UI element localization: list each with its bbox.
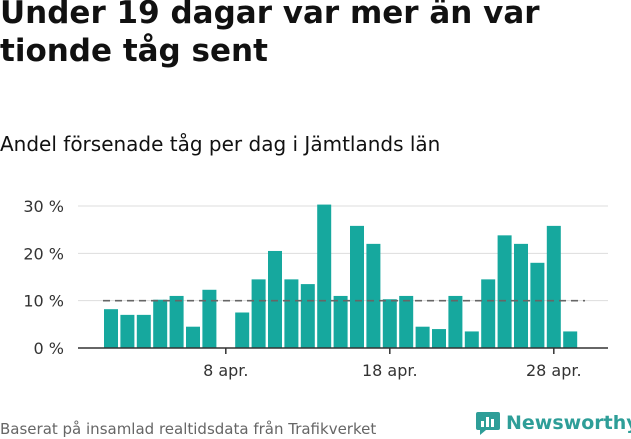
bar-chart: 0 % 10 % 20 % 30 % 8 apr. 18 apr. 28 apr. xyxy=(23,197,608,380)
bar xyxy=(530,262,545,348)
bar xyxy=(153,299,168,348)
bar xyxy=(202,289,217,348)
y-tick-label: 10 % xyxy=(23,292,64,311)
bars xyxy=(104,204,578,348)
bar xyxy=(317,204,332,348)
x-tick-label: 28 apr. xyxy=(526,361,582,380)
bar xyxy=(350,225,364,348)
y-tick-label: 30 % xyxy=(23,197,64,216)
bar xyxy=(186,326,200,348)
bar xyxy=(432,329,446,348)
chart-title: Under 19 dagar var mer än var tionde tåg… xyxy=(0,0,540,69)
logo-text: Newsworthy xyxy=(506,412,631,434)
bar xyxy=(481,279,496,348)
bar xyxy=(563,331,578,348)
bar xyxy=(546,225,561,348)
bar xyxy=(300,284,315,348)
bar xyxy=(464,331,479,348)
bar xyxy=(382,299,397,348)
bar xyxy=(497,235,512,348)
bar xyxy=(235,312,250,348)
newsworthy-logo[interactable]: Newsworthy xyxy=(476,408,631,438)
source-note: Baserat på insamlad realtidsdata från Tr… xyxy=(0,420,377,438)
bar xyxy=(399,295,414,348)
x-tick-label: 18 apr. xyxy=(362,361,418,380)
y-axis-ticks: 0 % 10 % 20 % 30 % xyxy=(23,197,64,358)
x-tick-label: 8 apr. xyxy=(203,361,248,380)
bar xyxy=(169,295,184,348)
grid-lines xyxy=(78,205,608,302)
bar xyxy=(415,326,430,348)
bar xyxy=(104,309,118,348)
bar xyxy=(366,243,381,348)
x-axis-ticks: 8 apr. 18 apr. 28 apr. xyxy=(203,348,582,380)
bar xyxy=(514,243,528,348)
bar xyxy=(136,314,151,348)
y-tick-label: 0 % xyxy=(34,339,64,358)
bar xyxy=(333,295,348,348)
chart-subtitle: Andel försenade tåg per dag i Jämtlands … xyxy=(0,132,441,156)
bar xyxy=(284,279,299,348)
bar-chart-logo-icon xyxy=(476,412,500,435)
bar xyxy=(268,250,282,348)
y-tick-label: 20 % xyxy=(23,244,64,263)
bar xyxy=(448,295,463,348)
bar xyxy=(251,279,266,348)
bar xyxy=(120,314,135,348)
